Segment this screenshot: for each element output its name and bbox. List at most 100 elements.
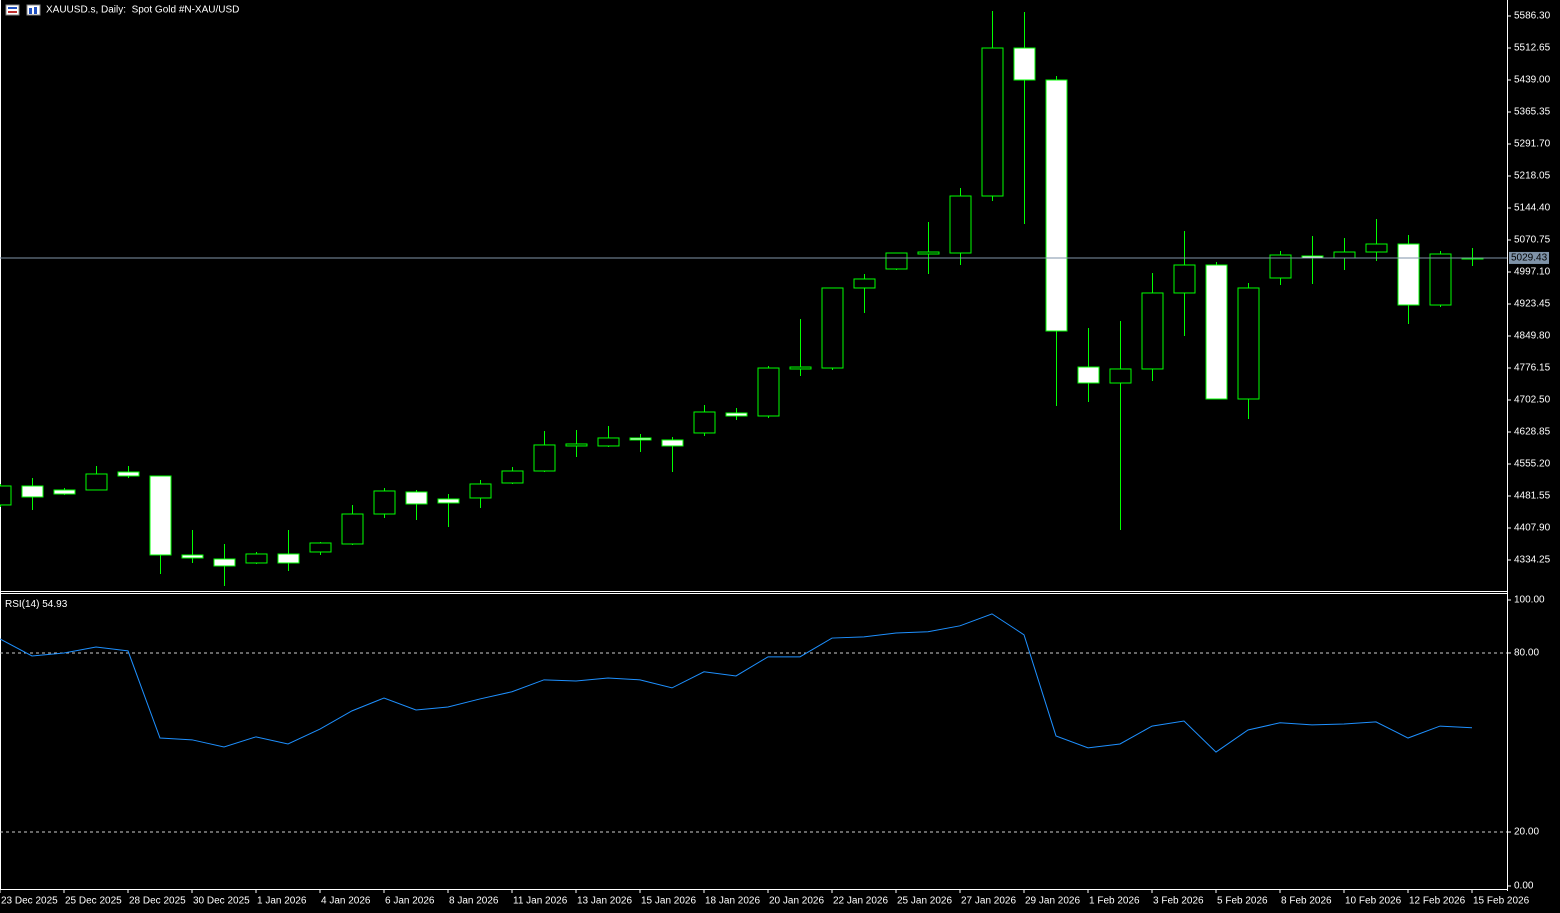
- y-tick-label: 4923.45: [1514, 299, 1551, 310]
- candle-body: [1077, 366, 1100, 384]
- candle-body: [661, 439, 684, 447]
- y-tick-label: 4628.85: [1514, 427, 1551, 438]
- candle-body: [949, 195, 972, 254]
- candle-body: [1013, 47, 1036, 81]
- candle-body: [565, 443, 588, 447]
- candle-body: [1269, 254, 1292, 279]
- x-tick-label: 23 Dec 2025: [1, 896, 58, 907]
- rsi-line: [0, 613, 1473, 753]
- candle-body: [405, 491, 428, 505]
- x-tick-label: 1 Feb 2026: [1089, 896, 1140, 907]
- icon: [26, 4, 41, 16]
- candle-body: [437, 498, 460, 504]
- y-tick-label: 5365.35: [1514, 107, 1551, 118]
- y-tick-label: 4776.15: [1514, 363, 1551, 374]
- candle-body: [1365, 243, 1388, 253]
- rsi-value: 54.93: [42, 599, 67, 610]
- rsi-label: RSI(14) 54.93: [5, 599, 68, 610]
- chart-title: XAUUSD.s, Daily: Spot Gold #N-XAU/USD: [46, 5, 239, 16]
- y-tick-label: 4555.20: [1514, 459, 1551, 470]
- x-tick-label: 27 Jan 2026: [961, 896, 1016, 907]
- candle-body: [757, 367, 780, 417]
- y-tick-label: 5512.65: [1514, 43, 1551, 54]
- x-tick-label: 28 Dec 2025: [129, 896, 186, 907]
- candle-body: [1237, 287, 1260, 400]
- candle-body: [181, 554, 204, 559]
- candle-body: [1109, 368, 1132, 384]
- candle-body: [53, 489, 76, 495]
- y-tick-label: 20.00: [1514, 827, 1539, 838]
- candle-body: [501, 470, 524, 484]
- x-tick-label: 18 Jan 2026: [705, 896, 760, 907]
- candle-body: [245, 553, 268, 564]
- x-tick-label: 30 Dec 2025: [193, 896, 250, 907]
- candle-body: [981, 47, 1004, 197]
- y-tick-label: 4481.55: [1514, 491, 1551, 502]
- icon: [29, 8, 32, 14]
- candle-body: [341, 513, 364, 545]
- x-tick-label: 29 Jan 2026: [1025, 896, 1080, 907]
- candle-body: [309, 542, 332, 553]
- x-tick-label: 6 Jan 2026: [385, 896, 435, 907]
- candle-body: [853, 278, 876, 289]
- y-tick-label: 5586.30: [1514, 11, 1551, 22]
- candle-body: [1397, 243, 1420, 306]
- x-tick-label: 20 Jan 2026: [769, 896, 824, 907]
- x-tick-label: 1 Jan 2026: [257, 896, 307, 907]
- icon: [5, 4, 20, 16]
- x-tick-label: 5 Feb 2026: [1217, 896, 1268, 907]
- x-tick-label: 15 Jan 2026: [641, 896, 696, 907]
- current-price-label: 5029.43: [1511, 253, 1548, 264]
- y-tick-label: 4334.25: [1514, 555, 1551, 566]
- candle-body: [21, 485, 44, 498]
- x-tick-label: 8 Jan 2026: [449, 896, 499, 907]
- candle-body: [85, 473, 108, 491]
- y-tick-label: 5439.00: [1514, 75, 1551, 86]
- x-tick-label: 3 Feb 2026: [1153, 896, 1204, 907]
- y-tick-label: 4702.50: [1514, 395, 1551, 406]
- candle-body: [373, 490, 396, 515]
- candle-body: [117, 471, 140, 477]
- icon: [8, 11, 17, 13]
- candle-body: [469, 483, 492, 499]
- y-tick-label: 80.00: [1514, 648, 1539, 659]
- icon: [8, 7, 17, 9]
- candle-body: [1141, 292, 1164, 370]
- candle-body: [1045, 79, 1068, 332]
- x-tick-label: 15 Feb 2026: [1473, 896, 1530, 907]
- y-tick-label: 100.00: [1514, 595, 1545, 606]
- y-tick-label: 5218.05: [1514, 171, 1551, 182]
- candle-body: [789, 366, 812, 370]
- y-tick-label: 4849.80: [1514, 331, 1551, 342]
- candle-body: [821, 287, 844, 369]
- candle-body: [533, 444, 556, 472]
- y-tick-label: 0.00: [1514, 881, 1534, 892]
- x-tick-label: 25 Jan 2026: [897, 896, 952, 907]
- x-tick-label: 22 Jan 2026: [833, 896, 888, 907]
- icon: [34, 7, 37, 14]
- candle-body: [277, 553, 300, 564]
- y-tick-label: 4997.10: [1514, 267, 1551, 278]
- rsi-title: RSI(14): [5, 599, 39, 610]
- x-tick-label: 10 Feb 2026: [1345, 896, 1402, 907]
- x-tick-label: 13 Jan 2026: [577, 896, 632, 907]
- candle-body: [725, 412, 748, 417]
- candle-body: [1173, 264, 1196, 294]
- y-tick-label: 5291.70: [1514, 139, 1551, 150]
- candle-body: [597, 437, 620, 447]
- candle-body: [885, 252, 908, 270]
- candle-body: [213, 558, 236, 567]
- header-icons: [5, 4, 41, 16]
- x-tick-label: 4 Jan 2026: [321, 896, 371, 907]
- current-price-box: [1509, 251, 1549, 264]
- candle-body: [1205, 264, 1228, 400]
- y-tick-label: 5070.75: [1514, 235, 1551, 246]
- candle-body: [917, 251, 940, 255]
- candle-body: [1333, 251, 1356, 259]
- candle-body: [629, 437, 652, 441]
- candle-body: [693, 411, 716, 434]
- y-tick-label: 4407.90: [1514, 523, 1551, 534]
